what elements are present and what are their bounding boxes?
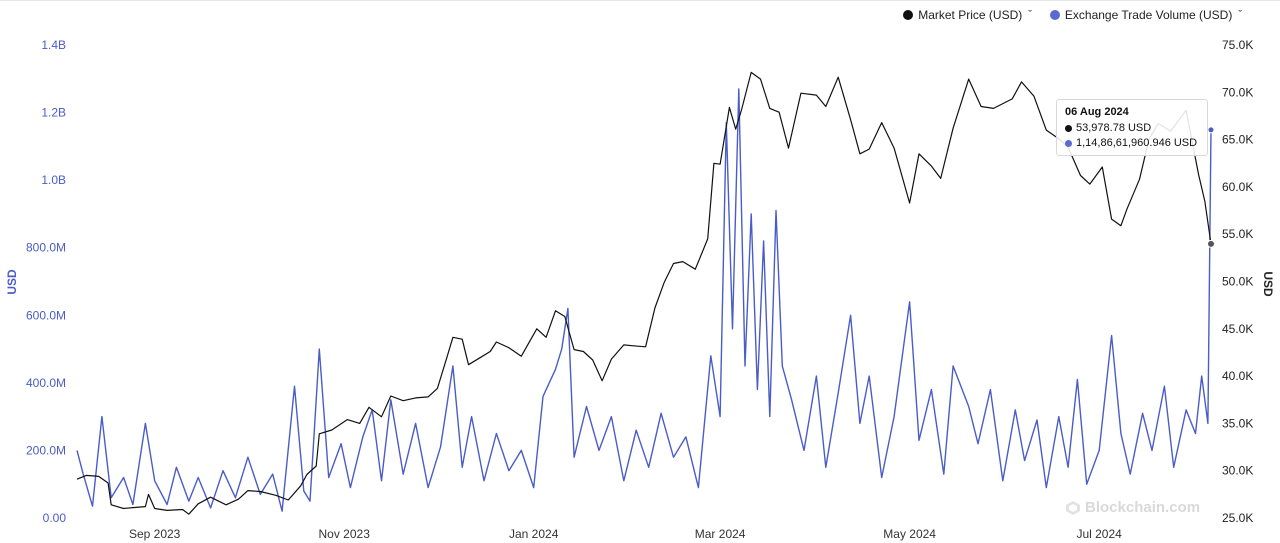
- y-right-axis-title: USD: [1261, 271, 1275, 297]
- market-price-dot-icon: [1065, 124, 1072, 132]
- watermark-text: Blockchain.com: [1085, 499, 1201, 516]
- legend-item-market-price[interactable]: Market Price (USD) ˇ: [903, 8, 1032, 22]
- legend-volume-label: Exchange Trade Volume (USD): [1064, 8, 1233, 22]
- series-line-market-price: [76, 71, 1212, 515]
- y-left-tick-label: 1.2B: [41, 106, 66, 120]
- x-tick-label: Mar 2024: [695, 527, 746, 541]
- y-right-tick-label: 45.0K: [1222, 322, 1253, 336]
- y-right-tick-label: 65.0K: [1222, 133, 1253, 147]
- watermark: Blockchain.com: [1066, 499, 1200, 516]
- legend-market-label: Market Price (USD): [918, 8, 1023, 22]
- y-right-tick-label: 25.0K: [1222, 511, 1253, 525]
- y-left-tick-label: 0.00: [43, 511, 67, 525]
- y-right-tick-label: 55.0K: [1222, 227, 1253, 241]
- y-right-tick-label: 60.0K: [1222, 180, 1253, 194]
- top-divider: [0, 0, 1280, 1]
- y-right-tick-label: 35.0K: [1222, 416, 1253, 430]
- chevron-down-icon: ˇ: [1028, 9, 1032, 21]
- tooltip-row-market: 53,978.78 USD: [1065, 122, 1199, 134]
- y-right-tick-label: 70.0K: [1222, 85, 1253, 99]
- y-left-axis-title: USD: [5, 269, 19, 295]
- trade-volume-dot-icon: [1065, 139, 1072, 147]
- y-right-tick-label: 75.0K: [1222, 38, 1253, 52]
- series-line-trade-volume: [76, 88, 1212, 512]
- y-left-tick-label: 1.4B: [41, 38, 66, 52]
- tooltip-market-value: 53,978.78 USD: [1076, 122, 1152, 134]
- legend: Market Price (USD) ˇ Exchange Trade Volu…: [903, 8, 1242, 22]
- x-tick-label: Jan 2024: [509, 527, 559, 541]
- market-price-dot-icon: [903, 10, 914, 20]
- hover-point-market-price: [1207, 239, 1215, 248]
- x-tick-label: Sep 2023: [129, 527, 181, 541]
- tooltip-date: 06 Aug 2024: [1065, 106, 1129, 118]
- y-left-tick-label: 800.0M: [26, 241, 66, 255]
- y-right-tick-label: 50.0K: [1222, 275, 1253, 289]
- y-right-tick-label: 30.0K: [1222, 464, 1253, 478]
- chevron-down-icon: ˇ: [1238, 9, 1242, 21]
- x-tick-label: Jul 2024: [1076, 527, 1122, 541]
- x-tick-label: May 2024: [883, 527, 936, 541]
- y-left-tick-label: 200.0M: [26, 443, 66, 457]
- y-left-tick-label: 600.0M: [26, 308, 66, 322]
- y-right-tick-label: 40.0K: [1222, 369, 1253, 383]
- trade-volume-dot-icon: [1049, 10, 1060, 20]
- tooltip-row-volume: 1,14,86,61,960.946 USD: [1065, 137, 1199, 149]
- legend-item-trade-volume[interactable]: Exchange Trade Volume (USD) ˇ: [1049, 8, 1242, 22]
- blockchain-logo-icon: [1066, 500, 1080, 515]
- hover-point-trade-volume: [1207, 126, 1215, 134]
- hover-tooltip: 06 Aug 2024 53,978.78 USD 1,14,86,61,960…: [1056, 99, 1208, 156]
- y-left-tick-label: 1.0B: [41, 173, 66, 187]
- y-left-tick-label: 400.0M: [26, 376, 66, 390]
- x-tick-label: Nov 2023: [319, 527, 371, 541]
- tooltip-volume-value: 1,14,86,61,960.946 USD: [1076, 137, 1198, 149]
